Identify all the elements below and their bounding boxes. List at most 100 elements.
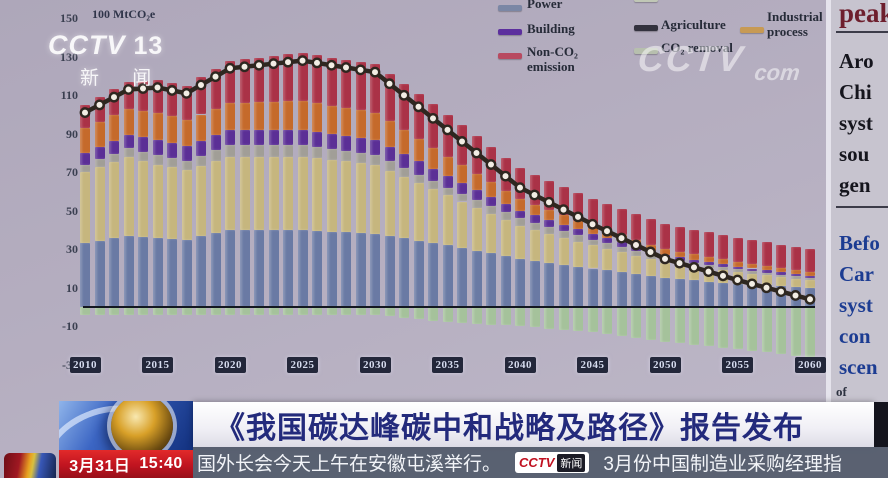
headline-text: 《我国碳达峰碳中和战略及路径》报告发布 [215, 411, 804, 445]
bar-segment-co2removal [312, 307, 322, 315]
bar-segment-power [254, 230, 264, 307]
legend-swatch-nonco2 [498, 53, 522, 59]
bar-segment-co2removal [689, 307, 699, 345]
bar-segment-building [254, 129, 264, 146]
x-tick-label: 2040 [504, 357, 536, 373]
bar-segment-power [500, 256, 511, 307]
bar-segment-power [558, 264, 569, 307]
bar-segment-industrial [399, 176, 409, 239]
paragraph-line: Chi [839, 80, 872, 104]
bar-segment-nonco2 [181, 85, 192, 121]
bar-segment-co2removal [587, 307, 598, 333]
total-line-marker [427, 112, 439, 124]
bar-segment-agriculture [341, 151, 351, 162]
bar-segment-transport-orange [196, 114, 206, 141]
bar-segment-industrial [239, 156, 250, 230]
bar-segment-building [413, 161, 424, 175]
bar-segment-power [341, 232, 351, 307]
bar-segment-nonco2 [645, 219, 656, 245]
bar-segment-transport-orange [399, 130, 409, 155]
bar-segment-power [602, 270, 612, 307]
bar-segment-power [123, 235, 134, 307]
bar-segment-building [138, 137, 148, 152]
bar-segment-industrial [138, 160, 148, 237]
y-tick-label: 10 [66, 280, 78, 295]
bar-segment-industrial [254, 156, 264, 230]
bar-segment-transport-orange [384, 121, 395, 147]
bar-segment-building [703, 261, 714, 266]
bar-segment-transport-orange [732, 261, 743, 267]
total-line-marker [268, 58, 279, 70]
channel-number: 13 [133, 32, 164, 60]
total-line-marker [123, 84, 134, 95]
bar-segment-co2removal [776, 307, 786, 354]
bar-segment-power [268, 230, 279, 307]
bar-segment-industrial [297, 156, 308, 230]
bar-segment-transport-orange [761, 265, 772, 271]
bar-segment-co2removal [196, 307, 206, 315]
x-tick-label: 2025 [287, 357, 318, 373]
bar-segment-power [370, 233, 380, 307]
total-line-marker [355, 64, 366, 76]
bar-segment-power [515, 258, 525, 307]
bar-segment-building [312, 131, 322, 148]
bar-segment-transport-orange [457, 165, 467, 184]
bar-segment-nonco2 [732, 237, 743, 262]
total-line-marker [471, 147, 482, 159]
bar-segment-building [355, 137, 366, 153]
bar-segment-industrial [790, 278, 801, 287]
y-tick-label: 50 [66, 203, 78, 218]
bar-segment-power [761, 285, 772, 307]
bar-segment-power [587, 268, 598, 307]
bar-segment-nonco2 [370, 64, 380, 113]
bar-segment-building [239, 129, 250, 146]
bar-segment-nonco2 [167, 82, 177, 117]
channel-logo: CCTV 13 新 闻 [48, 30, 165, 90]
bar-segment-industrial [587, 245, 598, 269]
bar-segment-co2removal [732, 307, 743, 350]
total-line-marker [746, 278, 758, 290]
bar-segment-building [283, 129, 293, 146]
bar-segment-industrial [558, 237, 569, 265]
bar-segment-industrial [413, 183, 424, 241]
bar-segment-power [703, 281, 714, 307]
bar-segment-power [732, 283, 743, 307]
total-line-marker [572, 211, 584, 223]
bar-segment-nonco2 [544, 180, 554, 210]
bar-segment-co2removal [428, 307, 438, 321]
total-line-marker [311, 57, 323, 69]
bar-segment-nonco2 [776, 244, 786, 269]
bar-segment-industrial [152, 164, 163, 238]
total-line-marker [413, 101, 424, 113]
total-line-marker [659, 253, 671, 265]
bar-segment-agriculture [138, 151, 148, 161]
total-line-marker [587, 218, 598, 230]
bar-segment-co2removal [297, 307, 308, 315]
bar-segment-building [442, 176, 453, 188]
x-tick-label: 2045 [577, 357, 608, 373]
bar-segment-transport-orange [486, 182, 496, 197]
bar-segment-transport-orange [544, 209, 554, 220]
bar-segment-transport-orange [312, 103, 322, 132]
bar-segment-nonco2 [210, 68, 221, 109]
bar-segment-transport-orange [355, 110, 366, 138]
bar-segment-building [761, 270, 772, 273]
bar-segment-transport-orange [109, 115, 119, 141]
total-line-marker [601, 225, 613, 237]
bar-segment-nonco2 [413, 94, 424, 140]
bar-segment-agriculture [167, 157, 177, 168]
bar-segment-co2removal [210, 307, 221, 315]
bar-segment-nonco2 [283, 54, 293, 102]
bar-segment-co2removal [239, 307, 250, 315]
legend-label-agriculture: Agriculture [661, 17, 726, 32]
bar-segment-industrial [471, 207, 482, 251]
bar-segment-agriculture [805, 278, 815, 281]
document-edge-fragment: of [836, 384, 847, 399]
bar-segment-agriculture [399, 168, 409, 177]
bar-segment-agriculture [109, 153, 119, 162]
bar-segment-co2removal [471, 307, 482, 324]
bar-segment-nonco2 [254, 57, 264, 103]
bar-segment-industrial [645, 259, 656, 277]
